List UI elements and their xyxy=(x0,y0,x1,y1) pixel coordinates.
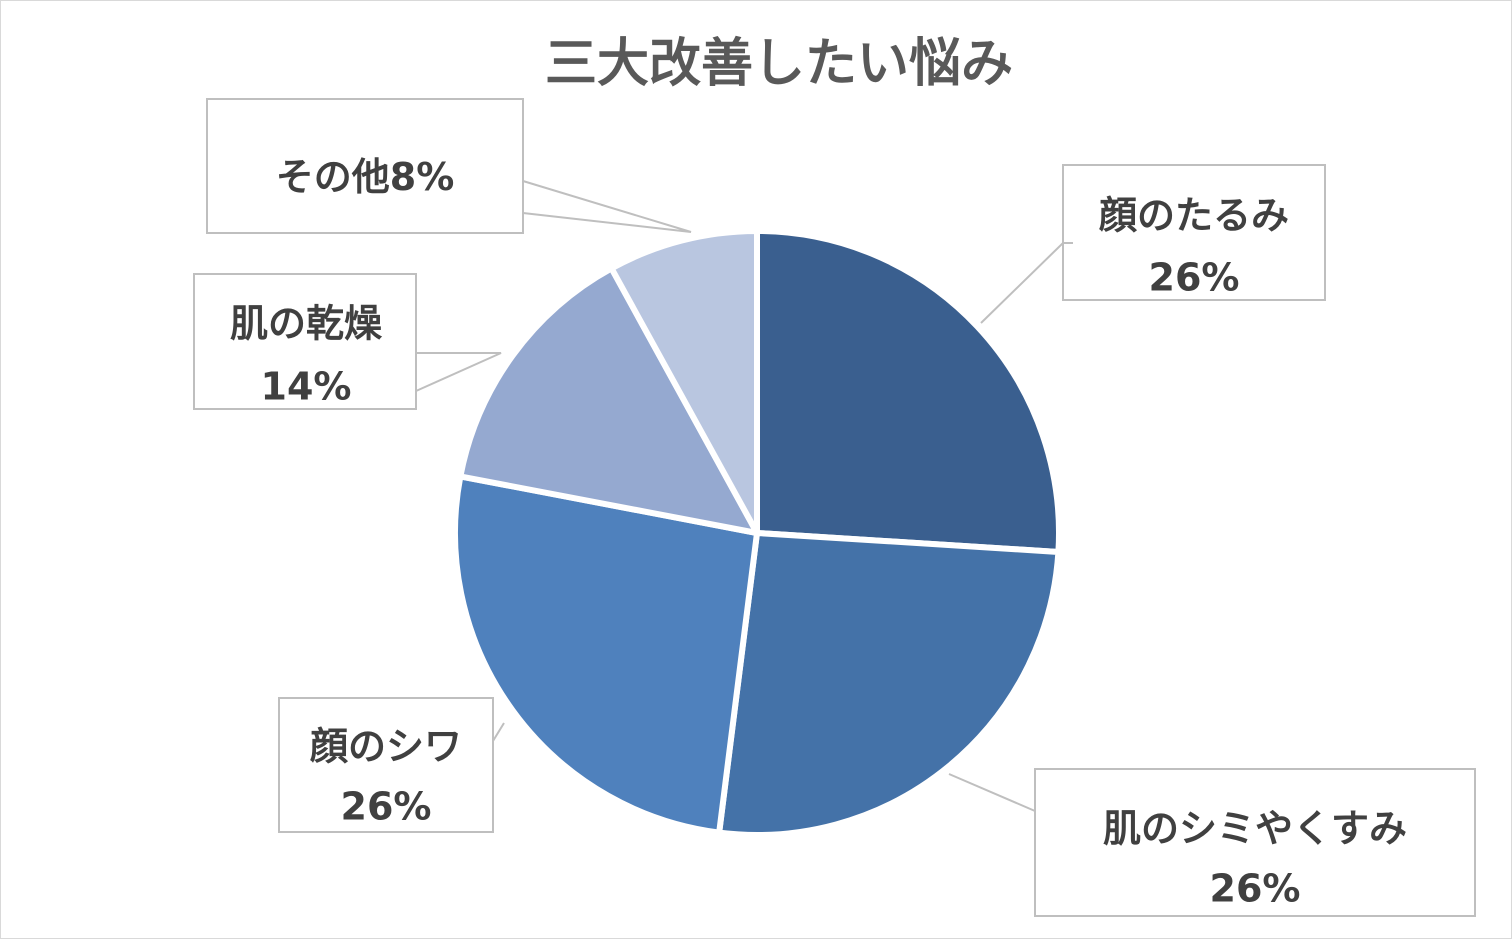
slice-face-sagging xyxy=(754,228,1062,555)
slice-wrinkles xyxy=(452,473,760,836)
data-label-percent: 26% xyxy=(1210,867,1301,911)
slice-dry-skin xyxy=(457,265,760,536)
data-label: その他8% xyxy=(276,155,455,199)
data-label-category: その他 xyxy=(276,155,390,199)
leader-line xyxy=(522,180,692,233)
callout-face-sagging: 顔のたるみ 26% xyxy=(980,164,1326,324)
callout-wrinkles: 顔のシワ 26% xyxy=(278,697,505,833)
callout-box xyxy=(1034,768,1476,917)
callout-box xyxy=(206,98,524,234)
data-label-category: 顔のシワ xyxy=(310,725,462,769)
data-label-percent: 14% xyxy=(261,365,352,409)
leader-line xyxy=(415,352,502,392)
callout-dry-skin: 肌の乾燥 14% xyxy=(193,273,502,410)
data-label-category: 肌の乾燥 xyxy=(230,302,383,346)
leader-line xyxy=(492,722,505,751)
callout-spots-dullness: 肌のシミやくすみ 26% xyxy=(948,768,1476,917)
callout-box xyxy=(1062,164,1326,301)
leader-line xyxy=(980,242,1073,324)
callout-box xyxy=(193,273,417,410)
callout-other: その他8% xyxy=(206,98,692,234)
data-label-percent: 26% xyxy=(1149,256,1240,300)
leader-line xyxy=(948,773,1036,819)
slice-other xyxy=(608,228,760,536)
chart-title: 三大改善したい悩み xyxy=(545,34,1013,94)
data-label-percent: 8% xyxy=(390,155,455,199)
data-label-category: 顔のたるみ xyxy=(1099,194,1289,238)
data-label-category: 肌のシミやくすみ xyxy=(1103,807,1407,851)
data-label-percent: 26% xyxy=(341,785,432,829)
slice-spots-dullness xyxy=(716,530,1062,838)
pie-slices xyxy=(452,228,1062,838)
callout-box xyxy=(278,697,494,833)
data-label-callouts: 顔のたるみ 26% 肌のシミやくすみ 26% 顔のシワ 26% 肌の乾燥 14% その他8% xyxy=(193,98,1476,917)
